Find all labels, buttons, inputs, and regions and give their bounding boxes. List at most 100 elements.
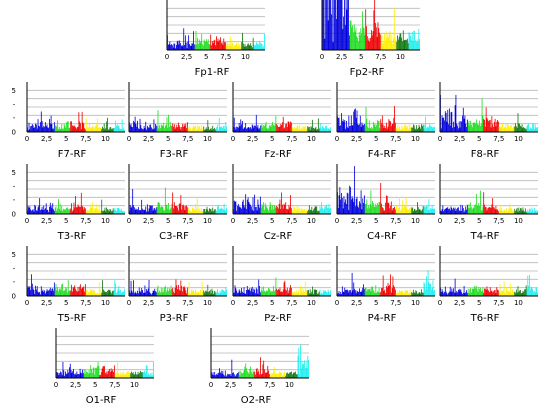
bar: [512, 290, 514, 296]
x-tick-label: 10: [411, 299, 420, 307]
bar: [208, 43, 210, 50]
bar: [318, 210, 320, 214]
bar: [298, 129, 300, 132]
bar: [146, 290, 148, 296]
bar: [500, 292, 502, 296]
bar: [225, 287, 227, 296]
bar: [388, 202, 390, 214]
bar: [159, 203, 161, 214]
bar: [524, 128, 526, 132]
bar: [363, 288, 365, 296]
bar: [116, 290, 118, 296]
bar: [446, 293, 448, 296]
bar: [67, 369, 69, 378]
bar: [426, 288, 428, 296]
bar: [169, 209, 170, 214]
bar: [401, 125, 403, 132]
bar: [43, 125, 45, 132]
bar: [372, 121, 374, 132]
bar: [164, 285, 166, 296]
bar: [147, 288, 149, 296]
bar: [466, 119, 468, 132]
bar: [146, 125, 148, 132]
bar: [82, 206, 84, 214]
bar: [316, 206, 318, 214]
bar: [52, 128, 54, 132]
bar: [88, 210, 90, 214]
bar: [466, 126, 467, 132]
bar: [393, 207, 395, 214]
bar: [222, 289, 223, 296]
bar: [178, 289, 180, 296]
bar: [529, 289, 531, 296]
bar: [118, 375, 120, 378]
bar: [212, 372, 214, 378]
bar: [95, 208, 97, 214]
bar: [461, 210, 463, 214]
bar: [517, 211, 519, 214]
bar: [512, 211, 514, 214]
bar: [140, 372, 142, 378]
bar: [348, 115, 350, 132]
bar: [328, 204, 330, 214]
bar: [362, 26, 364, 50]
bar: [448, 291, 450, 296]
bar: [502, 210, 503, 214]
bar: [188, 209, 190, 214]
bar: [35, 210, 37, 214]
bar: [192, 126, 194, 132]
bar: [121, 119, 123, 132]
bar: [215, 210, 217, 214]
bar: [205, 41, 207, 50]
bar: [59, 203, 61, 214]
bar: [106, 207, 108, 214]
x-tick-label: 10: [307, 217, 316, 225]
x-tick-label: 0: [127, 217, 131, 225]
bar: [259, 374, 260, 378]
bar: [314, 289, 316, 296]
bar: [212, 43, 214, 50]
bar: [134, 374, 136, 378]
bar: [86, 372, 88, 378]
x-tick-label: 0: [127, 135, 131, 143]
bar: [57, 208, 59, 214]
x-tick-label: 7,5: [182, 135, 193, 143]
x-tick-label: 7,5: [286, 135, 297, 143]
bar: [440, 210, 442, 214]
bar: [152, 129, 154, 132]
bar: [224, 291, 226, 296]
bar: [520, 125, 521, 132]
bar: [207, 284, 209, 296]
bar: [115, 283, 117, 296]
bar: [260, 125, 262, 132]
bar: [209, 291, 210, 296]
bar: [519, 123, 521, 132]
bar: [345, 120, 347, 132]
bar: [293, 372, 295, 378]
bar: [233, 292, 235, 296]
bar: [403, 206, 405, 214]
bar: [535, 127, 537, 132]
bar: [74, 373, 76, 378]
bar: [28, 122, 30, 132]
bar: [495, 205, 497, 214]
bar: [526, 126, 528, 132]
bar: [44, 208, 46, 214]
bar: [97, 292, 99, 296]
bar: [273, 291, 275, 296]
bar: [307, 290, 309, 296]
bar: [499, 283, 501, 296]
bar: [119, 374, 121, 378]
bar: [158, 292, 160, 296]
x-tick-label: 0: [25, 217, 29, 225]
bar: [109, 368, 110, 378]
bar: [89, 127, 91, 132]
bar: [377, 120, 378, 132]
bar: [381, 287, 382, 296]
bar: [249, 128, 251, 132]
bar: [524, 211, 525, 214]
bar: [82, 287, 84, 296]
bar: [381, 123, 382, 132]
bar: [377, 203, 378, 214]
bar: [434, 208, 435, 214]
